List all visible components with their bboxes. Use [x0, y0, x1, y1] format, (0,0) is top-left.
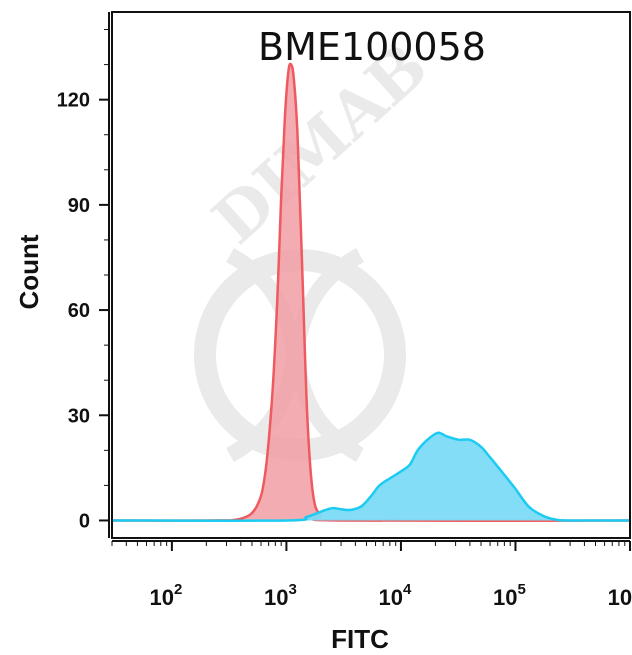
plot-frame: [111, 11, 631, 539]
x-axis: 102 103 104 105 106: [111, 540, 632, 610]
x-tick-label: 104: [379, 581, 412, 610]
y-axis: 0 30 60 90 120: [57, 12, 110, 538]
y-tick-label: 0: [79, 510, 90, 532]
x-axis-title: FITC: [331, 624, 389, 654]
x-tick-label: 103: [264, 581, 297, 610]
series-2-line: [111, 431, 631, 522]
x-tick-label: 105: [493, 581, 526, 610]
y-tick-label: 60: [68, 300, 90, 322]
y-tick-label: 30: [68, 405, 90, 427]
x-tick-label: 102: [149, 581, 182, 610]
x-tick-label: 106: [608, 581, 632, 610]
y-axis-title: Count: [14, 234, 44, 309]
y-tick-label: 90: [68, 195, 90, 217]
series-2-area: [112, 432, 630, 521]
watermark: DIMAB: [194, 29, 442, 463]
series-layer: [111, 62, 631, 523]
series-1-line: [111, 62, 631, 523]
chart-title: BME100058: [258, 25, 486, 69]
y-tick-label: 120: [57, 90, 90, 112]
